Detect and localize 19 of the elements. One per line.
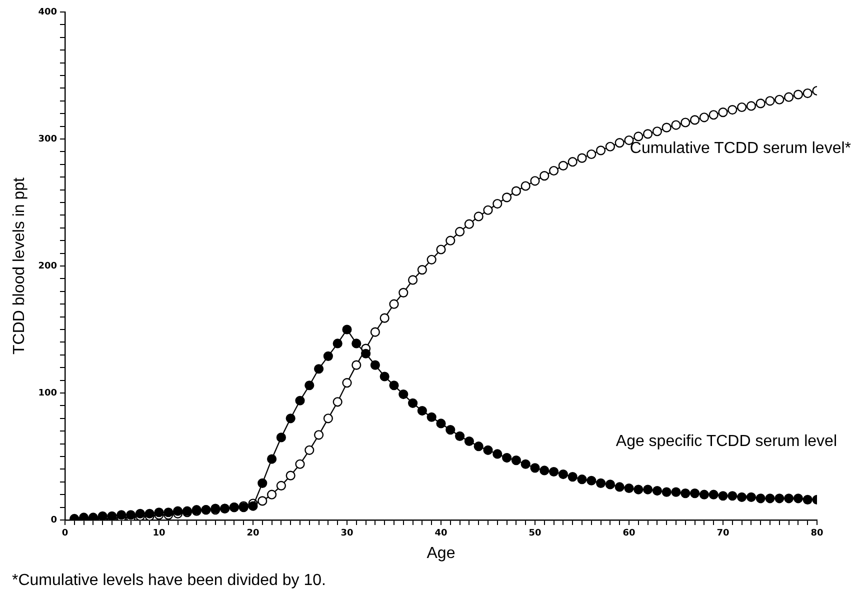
x-tick-label: 20 — [246, 528, 260, 539]
x-axis-title: Age — [426, 544, 456, 562]
y-tick-label: 100 — [38, 388, 57, 398]
x-tick-label: 30 — [340, 528, 354, 539]
x-tick-label: 80 — [810, 528, 824, 539]
x-tick-label: 50 — [528, 528, 542, 539]
y-axis-title: TCDD blood levels in ppt — [11, 176, 28, 354]
x-tick-label: 60 — [622, 528, 636, 539]
series-label: Cumulative TCDD serum level* — [630, 140, 851, 158]
x-tick-label: 70 — [716, 528, 730, 539]
y-tick-label: 200 — [38, 261, 57, 272]
y-tick-label: 300 — [38, 134, 57, 144]
x-tick-label: 10 — [152, 528, 166, 539]
y-tick-label: 400 — [38, 7, 57, 18]
y-tick-label: 0 — [50, 515, 57, 526]
x-tick-label: 40 — [434, 528, 448, 539]
text: *Cumulative levels have been divided by 10. — [12, 572, 326, 590]
x-tick-label: 0 — [62, 528, 68, 539]
series-label: Age specific TCDD serum level — [616, 433, 837, 450]
